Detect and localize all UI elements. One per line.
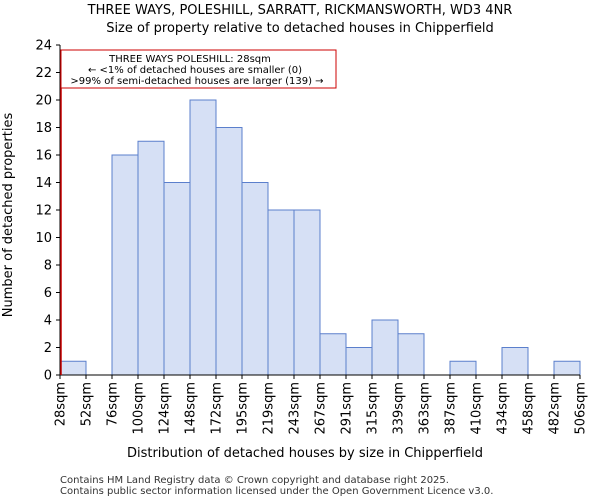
bar-387sqm [449,360,477,376]
annotation-line-3: >99% of semi-detached houses are larger … [70,76,323,87]
bar-219sqm [267,209,295,376]
bar-267sqm [319,333,347,376]
x-tick-label: 124sqm [158,382,173,435]
chart-title: THREE WAYS, POLESHILL, SARRATT, RICKMANS… [87,3,513,18]
bar-291sqm [345,347,373,376]
bar-482sqm [553,360,581,376]
annotation-box [60,49,337,89]
annotation-line-1: THREE WAYS POLESHILL: 28sqm [108,54,271,65]
x-tick-label: 28sqm [54,382,69,426]
x-tick-label: 387sqm [444,382,459,435]
bar-315sqm [371,319,399,376]
y-tick-label: 6 [44,286,52,301]
chart-subtitle: Size of property relative to detached ho… [106,21,494,36]
y-tick-label: 4 [44,314,52,329]
x-tick-label: 339sqm [392,382,407,435]
x-tick-label: 52sqm [80,382,95,426]
x-tick-label: 219sqm [262,382,277,435]
annotation-line-2: ← <1% of detached houses are smaller (0) [88,65,302,76]
y-tick-label: 20 [35,94,52,109]
bar-148sqm [189,99,217,376]
x-tick-label: 506sqm [574,382,589,435]
bar-124sqm [163,182,191,376]
annotation-box-group: THREE WAYS POLESHILL: 28sqm ← <1% of det… [60,49,337,375]
y-tick-label: 10 [35,231,52,246]
bar-76sqm [111,154,139,376]
y-tick-label: 16 [35,149,52,164]
x-tick-label: 482sqm [548,382,563,435]
y-tick-label: 18 [35,121,52,136]
x-tick-label: 458sqm [522,382,537,435]
x-tick-label: 76sqm [106,382,121,426]
y-axis-label: Number of detached properties [1,113,16,318]
bar-339sqm [397,333,425,376]
x-tick-label: 315sqm [366,382,381,435]
y-tick-label: 14 [35,176,52,191]
y-tick-label: 12 [35,204,52,219]
x-tick-label: 267sqm [314,382,329,435]
x-tick-label: 434sqm [496,382,511,435]
x-tick-label: 172sqm [210,382,225,435]
x-tick-label: 291sqm [340,382,355,435]
bar-434sqm [501,347,529,376]
bar-243sqm [293,209,321,376]
x-tick-label: 100sqm [132,382,147,435]
bar-172sqm [215,127,243,376]
bar-100sqm [137,140,165,376]
bars-group [59,99,581,376]
x-axis-label: Distribution of detached houses by size … [127,446,483,461]
x-tick-label: 148sqm [184,382,199,435]
y-tick-label: 2 [44,341,52,356]
x-ticks-group: 28sqm 52sqm 76sqm 100sqm 124sqm 148sqm 172sqm 1… [54,375,589,435]
footer-line-1: Contains HM Land Registry data © Crown c… [60,475,449,486]
x-tick-label: 363sqm [418,382,433,435]
bar-195sqm [241,182,269,376]
x-tick-label: 410sqm [470,382,485,435]
y-tick-label: 8 [44,259,52,274]
y-tick-label: 0 [44,369,52,384]
footer-line-2: Contains public sector information licen… [60,486,493,497]
y-tick-label: 24 [35,39,52,54]
x-tick-label: 243sqm [288,382,303,435]
y-tick-label: 22 [35,66,52,81]
x-tick-label: 195sqm [236,382,251,435]
bar-28sqm [59,360,87,376]
